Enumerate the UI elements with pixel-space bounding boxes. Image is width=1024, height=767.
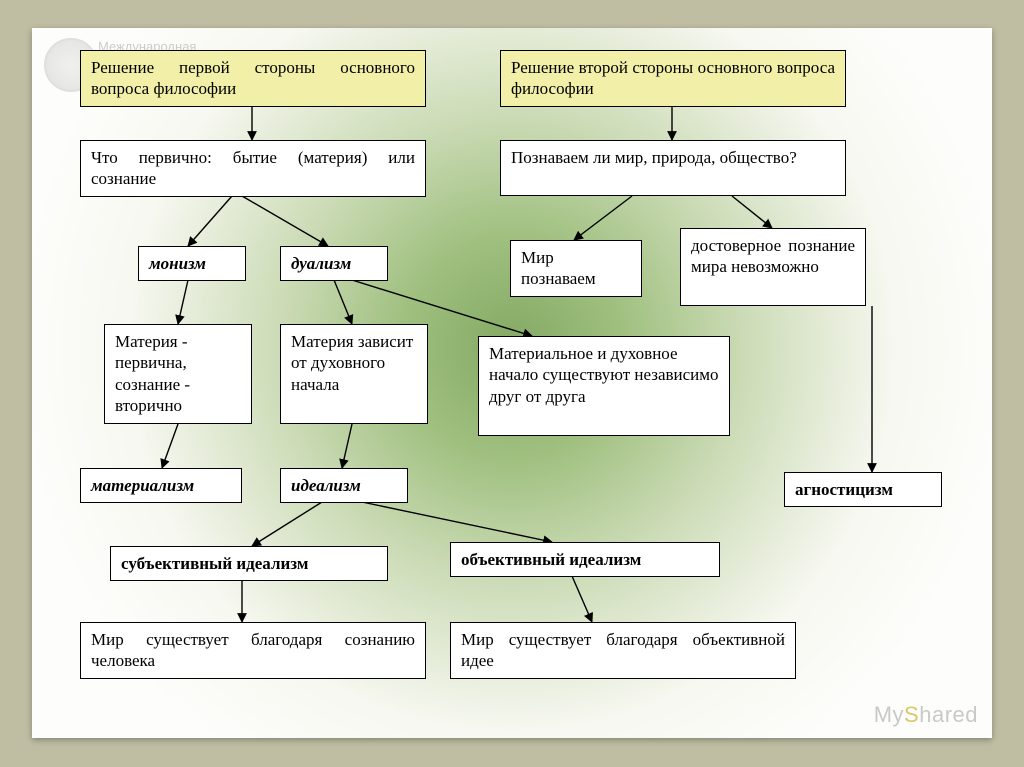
node-mat: Материя - первична, сознание - вторично: [104, 324, 252, 424]
node-oc: Мир существует благодаря объективной иде…: [450, 622, 796, 679]
node-dep: Материя зависит от духовного начала: [280, 324, 428, 424]
myshared-rest: hared: [919, 702, 978, 727]
myshared-accent: S: [904, 702, 919, 727]
node-q1: Что первично: бытие (материя) или сознан…: [80, 140, 426, 197]
myshared-plain: My: [874, 702, 904, 727]
diagram-stage: Международная Академия Бизнеса Решение п…: [32, 28, 992, 738]
node-sub: субъективный идеализм: [110, 546, 388, 581]
node-h2: Решение второй стороны основного вопроса…: [500, 50, 846, 107]
node-h1: Решение первой стороны основного вопроса…: [80, 50, 426, 107]
node-obj: объективный идеализм: [450, 542, 720, 577]
node-agn: агностицизм: [784, 472, 942, 507]
node-dp: достоверное познание мира невозможно: [680, 228, 866, 306]
node-mp: Мир познаваем: [510, 240, 642, 297]
node-sc: Мир существует благодаря сознанию челове…: [80, 622, 426, 679]
node-dua: дуализм: [280, 246, 388, 281]
myshared-watermark: MyShared: [874, 702, 978, 728]
node-mtl: материализм: [80, 468, 242, 503]
node-ind: Материальное и духовное начало существую…: [478, 336, 730, 436]
node-mon: монизм: [138, 246, 246, 281]
node-idl: идеализм: [280, 468, 408, 503]
node-q2: Познаваем ли мир, природа, общество?: [500, 140, 846, 196]
